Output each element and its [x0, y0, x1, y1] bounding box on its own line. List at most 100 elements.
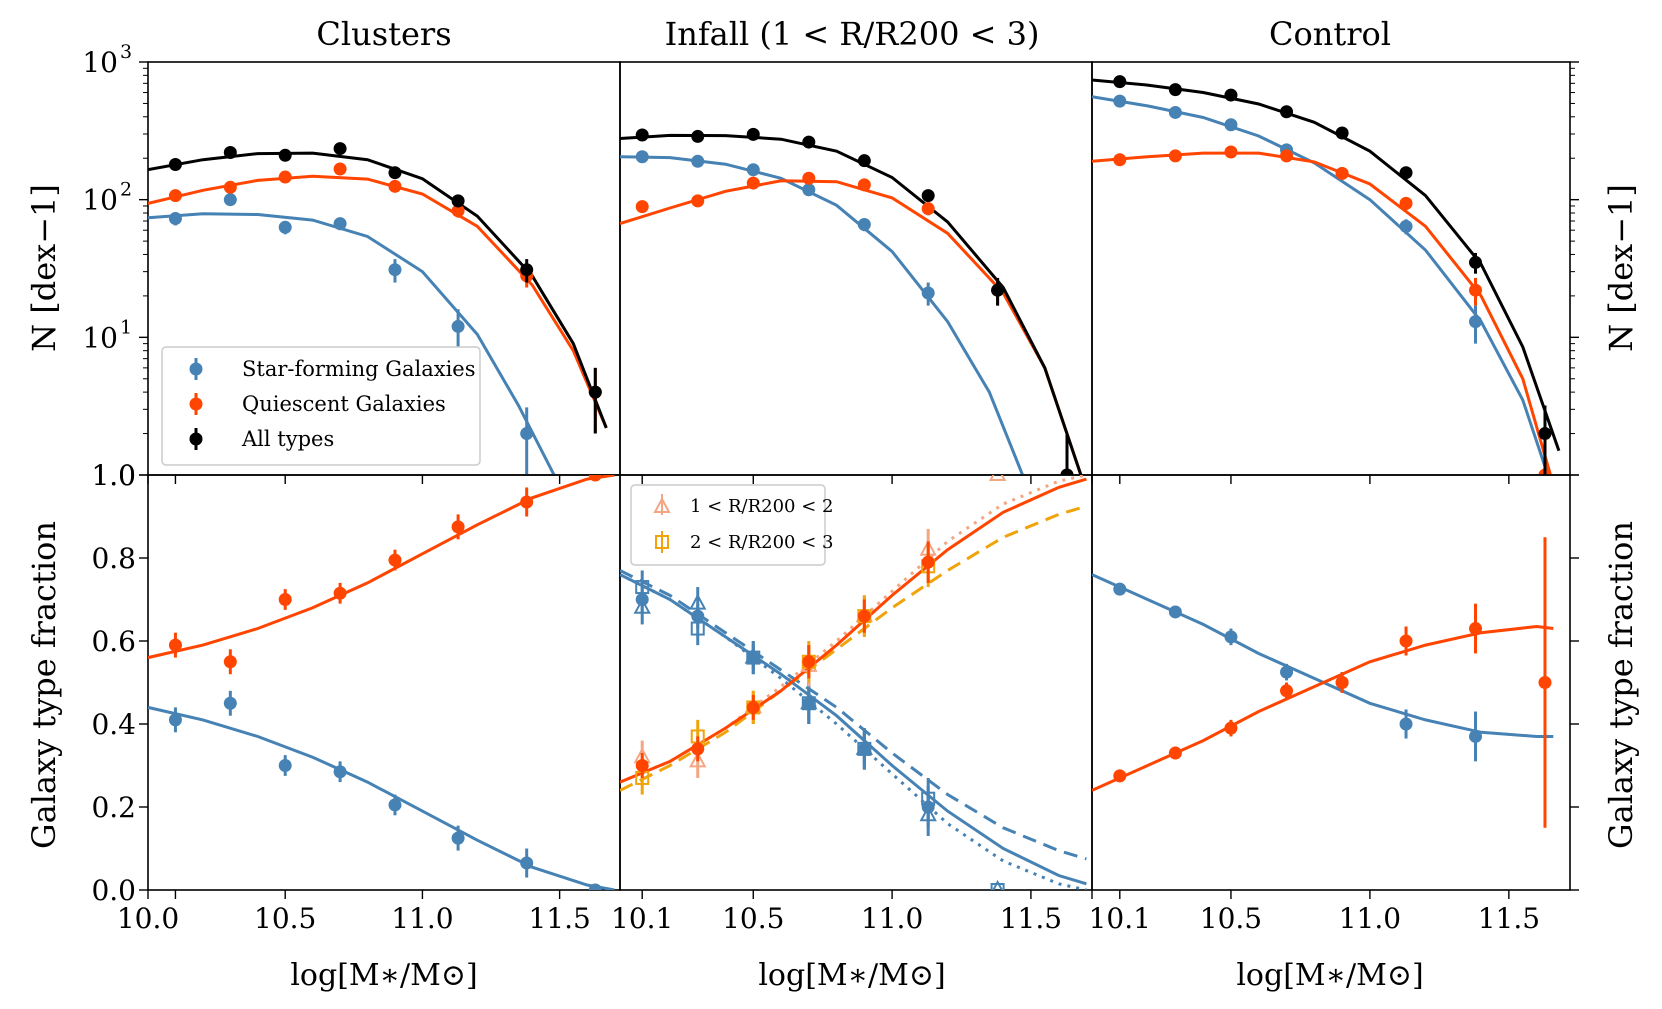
all-marker: [1469, 255, 1483, 269]
all-marker: [635, 128, 649, 142]
all-marker: [746, 127, 760, 141]
y-tick-exponent: 3: [120, 41, 132, 63]
q-marker: [1224, 721, 1238, 735]
y-tick-exponent: 1: [120, 316, 132, 338]
panel-5: 10.1 10.5 11.0 11.5: [1089, 474, 1579, 935]
sf-marker: [223, 193, 237, 207]
sf-marker: [168, 211, 182, 225]
all-marker: [691, 129, 705, 143]
sf-marker: [588, 883, 602, 890]
q-marker: [278, 593, 292, 606]
q-marker: [333, 162, 347, 176]
title-control: Control: [1269, 15, 1391, 53]
legend-marker: [189, 362, 203, 376]
series-group: [620, 475, 1087, 890]
panel-4: 10.1 10.5 11.0 11.5: [611, 474, 1093, 935]
sf-marker: [802, 183, 816, 197]
sf-fit: [620, 573, 1087, 886]
q-marker: [691, 742, 705, 756]
q-marker: [802, 171, 816, 185]
x-tick-label: 10.1: [1089, 902, 1151, 935]
y-tick-label: 10: [82, 321, 118, 354]
legend-main: Star-forming Galaxies Quiescent Galaxies A…: [161, 346, 481, 466]
series-group: [1092, 537, 1554, 828]
sf-marker: [857, 218, 871, 232]
sf-inner-marker: [992, 879, 1004, 890]
all-marker: [520, 263, 534, 277]
x-tick-label: 11.5: [1478, 902, 1540, 935]
sf-marker: [1113, 94, 1127, 108]
y-tick-label: 0.8: [91, 542, 136, 575]
sf-marker: [921, 286, 935, 300]
legend-label: Star-forming Galaxies: [242, 357, 476, 381]
sf-marker: [223, 696, 237, 710]
legend-label: All types: [241, 427, 334, 451]
q-marker: [1469, 283, 1483, 297]
q-marker: [451, 204, 465, 218]
sf-marker: [520, 427, 534, 441]
sf-marker: [333, 765, 347, 779]
sf-fit: [1092, 573, 1554, 738]
xlabel-control: log[M∗/M⊙]: [1236, 958, 1423, 993]
q-marker: [223, 180, 237, 194]
all-marker: [802, 135, 816, 149]
q-marker: [1469, 622, 1483, 636]
x-tick-label: 11.5: [528, 902, 590, 935]
sf-marker: [1168, 605, 1182, 619]
sf-marker: [857, 742, 871, 756]
y-tick-label: 0.2: [91, 791, 136, 824]
q-fit: [620, 179, 1083, 475]
q-marker: [1224, 145, 1238, 159]
q-fit: [1092, 624, 1554, 792]
ylabel-bottom-right: Galaxy type fraction: [1602, 521, 1640, 849]
y-tick-exponent: 2: [120, 179, 132, 201]
panel-1: [619, 61, 1093, 484]
sf-fit: [148, 212, 556, 475]
x-tick-label: 10.5: [254, 902, 316, 935]
all-marker: [857, 154, 871, 168]
sf-marker: [746, 651, 760, 665]
q-marker: [1280, 149, 1294, 163]
series-group: [1092, 75, 1561, 475]
panel-2: [1091, 61, 1579, 484]
q-marker: [333, 586, 347, 600]
q-marker: [451, 520, 465, 534]
all-marker: [1224, 88, 1238, 102]
all-marker: [991, 283, 1005, 297]
q-marker: [1399, 634, 1413, 648]
ylabel-bottom-left: Galaxy type fraction: [25, 521, 63, 849]
q-marker: [746, 700, 760, 714]
series-group: [148, 142, 608, 475]
q-marker: [691, 194, 705, 208]
series-group: [620, 127, 1083, 475]
all-marker: [1168, 83, 1182, 97]
q-marker: [223, 655, 237, 669]
q-marker: [168, 638, 182, 652]
q-marker: [388, 553, 402, 567]
sf-outer-marker: [990, 883, 1005, 890]
x-tick-label: 10.1: [611, 902, 673, 935]
y-tick-label: 0.6: [91, 625, 136, 658]
legend-box: [161, 346, 481, 466]
sf-marker: [388, 798, 402, 812]
xlabel-clusters: log[M∗/M⊙]: [290, 958, 477, 993]
q-marker: [1280, 684, 1294, 698]
all-marker: [1335, 126, 1349, 140]
y-tick-label: 0.0: [91, 874, 136, 907]
all-marker: [1060, 468, 1074, 475]
panel-frame: [1091, 61, 1571, 476]
q-marker: [746, 176, 760, 190]
q-marker: [278, 170, 292, 184]
legend-infall: 1 < R/R200 < 2 2 < R/R200 < 3: [630, 484, 833, 566]
q-marker: [1335, 676, 1349, 689]
all-marker: [451, 194, 465, 208]
sf-marker: [635, 593, 649, 606]
sf-marker: [520, 856, 534, 870]
sf-fit: [148, 705, 615, 890]
y-tick-label: 1.0: [91, 459, 136, 492]
sf-marker: [168, 713, 182, 727]
sf-marker: [1224, 630, 1238, 644]
